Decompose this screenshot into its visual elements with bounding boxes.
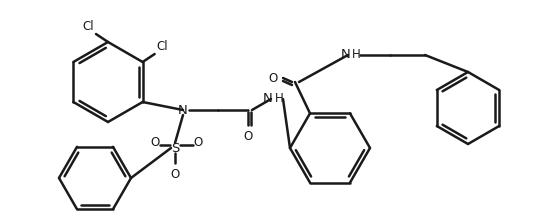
Text: O: O — [151, 135, 160, 149]
Text: Cl: Cl — [156, 40, 168, 53]
Text: N: N — [340, 48, 350, 61]
Text: O: O — [244, 130, 253, 143]
Text: N: N — [178, 103, 188, 116]
Text: S: S — [171, 141, 179, 154]
Text: H: H — [352, 48, 361, 61]
Text: N: N — [263, 93, 273, 105]
Text: O: O — [170, 168, 179, 181]
Text: O: O — [269, 72, 278, 84]
Text: H: H — [275, 93, 284, 105]
Text: O: O — [193, 135, 202, 149]
Text: Cl: Cl — [82, 20, 94, 33]
